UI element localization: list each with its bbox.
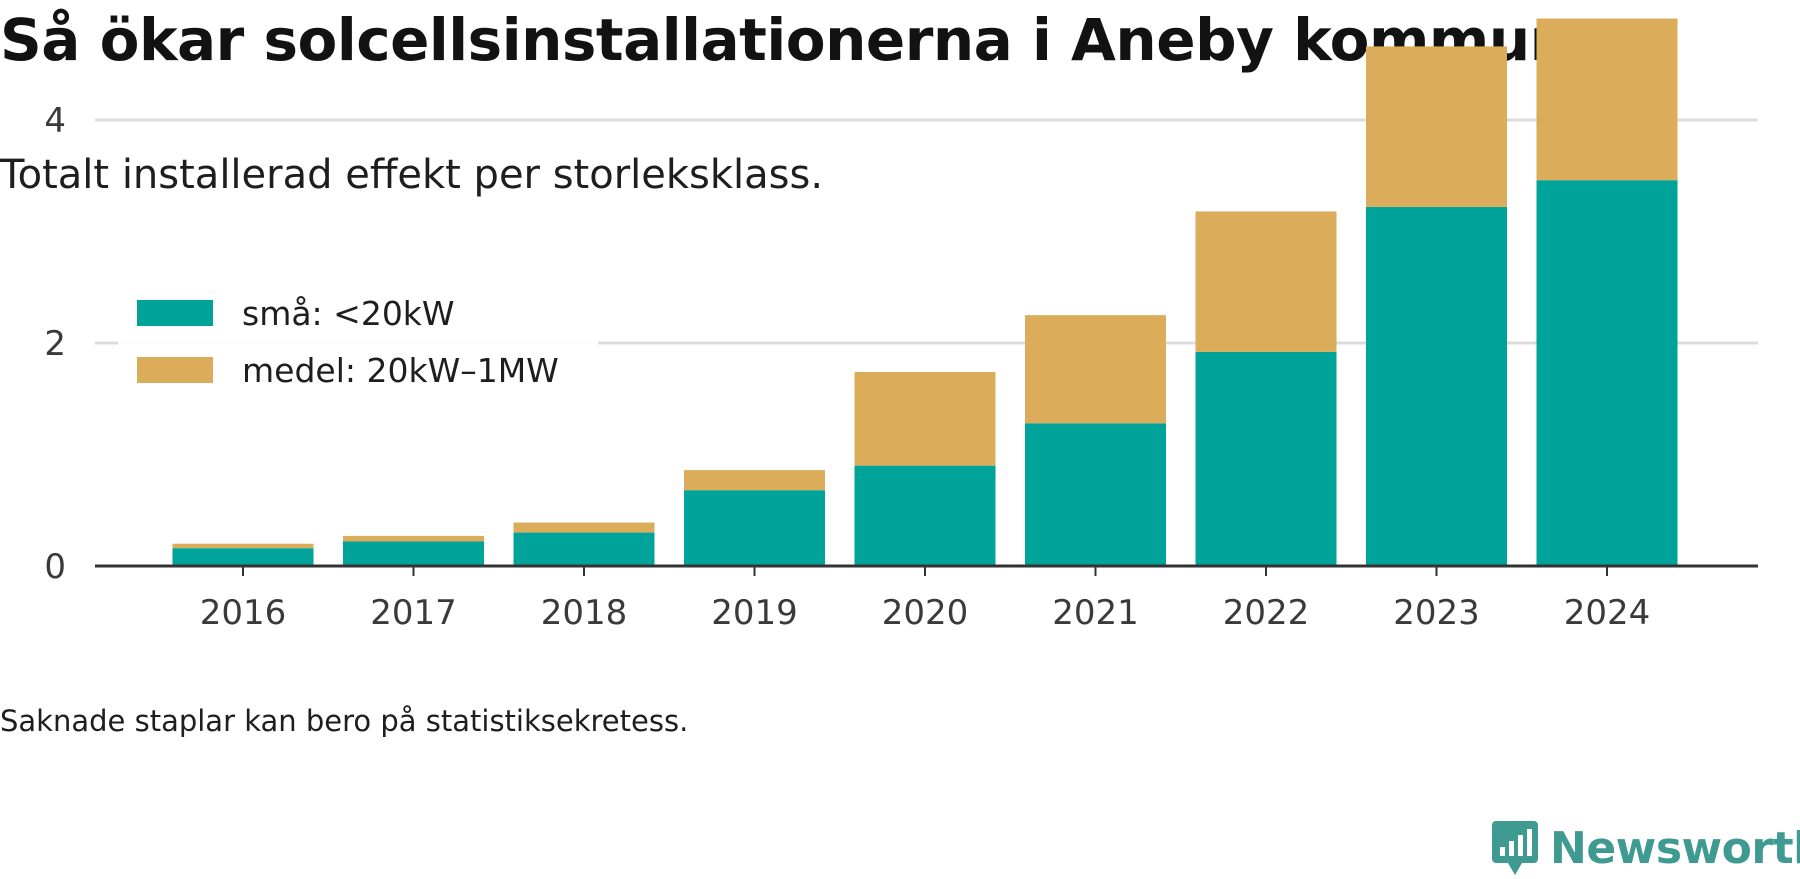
x-axis-ticks: 2016 2017 2018 2019 2020 2021 2022 2023 2024 [200,593,1651,633]
chart-title: Så ökar solcellsinstallationerna i Aneby… [0,6,1571,74]
x-tick-label: 2020 [882,593,969,633]
bar-2020-series-1 [854,371,996,466]
x-tick-label: 2021 [1052,593,1139,633]
chart-subtitle: Totalt installerad effekt per storlekskl… [0,152,824,198]
bar-2021-series-0 [1025,423,1166,566]
footnote: Saknade staplar kan bero på statistiksek… [0,704,689,738]
brand-logo: Newsworthy [1490,818,1800,878]
x-tick-label: 2023 [1393,593,1480,633]
bar-2020-series-0 [854,465,996,566]
bar-2019-series-1 [684,470,825,491]
bar-2019-series-0 [684,490,825,566]
bar-2017-series-1 [343,535,484,542]
stacked-bar-chart: 0 2 4 2016 2017 2018 2019 2020 2021 2022 2023 2024… [44,18,1758,633]
legend-swatch-1 [137,357,213,383]
y-tick-label: 0 [44,547,66,587]
x-tick-label: 2016 [200,593,287,633]
x-tick-label: 2017 [370,593,457,633]
x-tick-label: 2018 [541,593,628,633]
legend: små: <20kW medel: 20kW–1MW [118,280,598,410]
bar-2023-series-1 [1366,46,1507,207]
newsworthy-logo-icon [1492,821,1538,875]
y-axis-ticks: 0 2 4 [44,101,66,587]
bar-2022-series-0 [1195,351,1337,566]
bars [172,18,1678,566]
brand-name: Newsworthy [1550,822,1800,874]
x-axis [95,564,1758,576]
bar-2023-series-0 [1366,206,1507,566]
bar-2018-series-0 [513,532,655,566]
bar-2016-series-0 [172,548,314,566]
x-tick-label: 2019 [711,593,798,633]
bar-2017-series-0 [343,541,484,566]
y-tick-label: 4 [44,101,66,141]
x-tick-label: 2024 [1564,593,1651,633]
bar-2018-series-1 [513,522,655,533]
legend-label-1: medel: 20kW–1MW [242,351,559,390]
legend-swatch-0 [137,300,213,326]
bar-2016-series-1 [172,543,314,549]
bar-2024-series-0 [1536,180,1678,566]
legend-label-0: små: <20kW [242,294,455,333]
bar-2024-series-1 [1536,18,1678,181]
y-tick-label: 2 [44,324,66,364]
x-tick-label: 2022 [1223,593,1310,633]
bar-2022-series-1 [1195,211,1337,352]
bar-2021-series-1 [1025,315,1166,424]
